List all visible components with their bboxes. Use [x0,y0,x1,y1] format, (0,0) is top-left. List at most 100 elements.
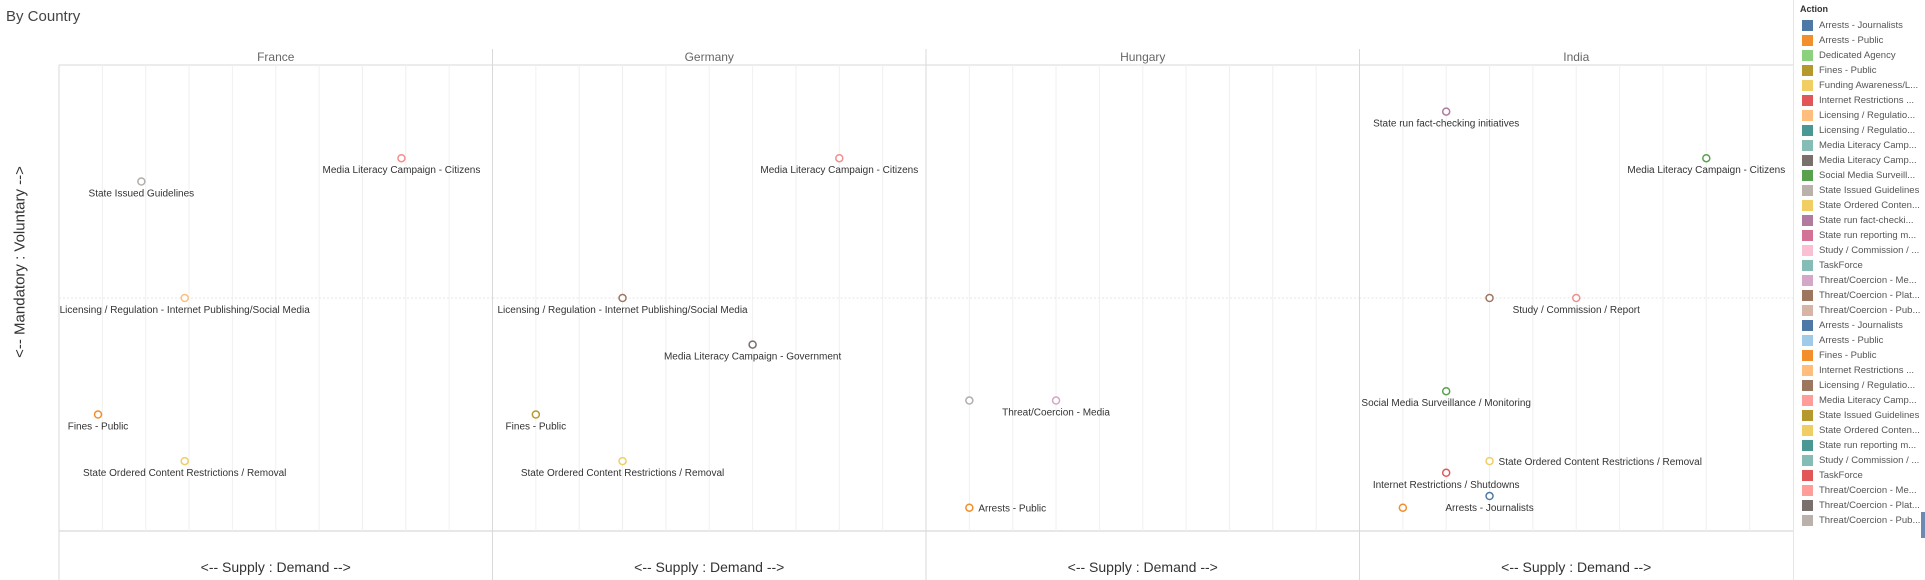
legend-label: Internet Restrictions ... [1819,95,1915,106]
data-point[interactable] [1702,153,1711,163]
panel-header-france: France [257,50,295,64]
legend-item[interactable]: Licensing / Regulatio... [1802,123,1924,138]
panel-header-germany: Germany [685,50,734,64]
data-label: Threat/Coercion - Media [1002,408,1110,419]
legend-item[interactable]: Threat/Coercion - Pub... [1802,513,1924,528]
chart-plot-area: France <-- Supply : Demand --> Media Liter… [58,49,1793,580]
data-point[interactable] [180,293,189,303]
legend-label: State run reporting m... [1819,440,1917,451]
legend-label: State Issued Guidelines [1819,410,1920,421]
legend-swatch [1802,290,1813,301]
data-point[interactable] [618,456,627,466]
legend-item[interactable]: State run reporting m... [1802,228,1924,243]
data-label: Media Literacy Campaign - Government [664,352,842,363]
data-point[interactable] [1398,503,1408,512]
data-point[interactable] [1441,107,1451,116]
data-point[interactable] [137,177,146,186]
legend-list: Arrests - Journalists Arrests - Public Ded… [1802,18,1924,528]
legend-label: Threat/Coercion - Me... [1819,485,1917,496]
data-point[interactable] [1441,386,1451,396]
legend-swatch [1802,275,1813,286]
legend-swatch [1802,80,1813,91]
legend-item[interactable]: TaskForce [1802,258,1924,273]
legend-item[interactable]: Threat/Coercion - Plat... [1802,288,1924,303]
legend-label: Arrests - Journalists [1819,20,1903,31]
legend-item[interactable]: Funding Awareness/L... [1802,78,1924,93]
data-point[interactable] [835,153,844,163]
data-point[interactable] [1485,491,1494,501]
legend-item[interactable]: State run fact-checki... [1802,213,1924,228]
legend-item[interactable]: State Issued Guidelines [1802,183,1924,198]
legend-item[interactable]: State run reporting m... [1802,438,1924,453]
legend-label: Arrests - Public [1819,335,1884,346]
data-label: State Ordered Content Restrictions / Rem… [521,468,724,479]
legend-swatch [1802,50,1813,61]
legend-item[interactable]: Arrests - Journalists [1802,318,1924,333]
legend-item[interactable]: Media Literacy Camp... [1802,393,1924,408]
data-point[interactable] [965,503,974,512]
data-point[interactable] [1485,456,1494,466]
legend-item[interactable]: Internet Restrictions ... [1802,363,1924,378]
legend-item[interactable]: State Ordered Conten... [1802,198,1924,213]
legend-swatch [1802,35,1813,46]
legend-item[interactable]: Fines - Public [1802,348,1924,363]
legend-swatch [1802,185,1813,196]
data-label: Arrests - Public [978,504,1046,515]
legend-item[interactable]: Internet Restrictions ... [1802,93,1924,108]
legend-swatch [1802,515,1813,526]
legend-item[interactable]: Threat/Coercion - Pub... [1802,303,1924,318]
legend-item[interactable]: Licensing / Regulatio... [1802,108,1924,123]
legend-label: Media Literacy Camp... [1819,395,1917,406]
data-point[interactable] [93,410,103,419]
data-point[interactable] [1485,293,1494,303]
legend-item[interactable]: Social Media Surveill... [1802,168,1924,183]
data-point[interactable] [748,340,757,349]
legend-swatch [1802,260,1813,271]
legend-item[interactable]: Study / Commission / ... [1802,243,1924,258]
legend-item[interactable]: Dedicated Agency [1802,48,1924,63]
data-point[interactable] [1051,396,1061,405]
data-point[interactable] [397,153,406,163]
legend-label: TaskForce [1819,260,1863,271]
data-label: State run fact-checking initiatives [1373,119,1519,130]
data-label: Fines - Public [68,422,129,433]
data-point[interactable] [1572,293,1581,303]
data-label: Media Literacy Campaign - Citizens [760,165,918,176]
data-label: Internet Restrictions / Shutdowns [1373,480,1520,491]
legend-swatch [1802,230,1813,241]
legend-label: Arrests - Journalists [1819,320,1903,331]
legend-item[interactable]: Arrests - Journalists [1802,18,1924,33]
data-label: Licensing / Regulation - Internet Publis… [60,305,311,316]
data-point[interactable] [618,293,627,303]
x-axis-label: <-- Supply : Demand --> [201,559,351,575]
legend-item[interactable]: Arrests - Public [1802,33,1924,48]
legend-label: Media Literacy Camp... [1819,155,1917,166]
legend-item[interactable]: Threat/Coercion - Me... [1802,483,1924,498]
legend-swatch [1802,200,1813,211]
legend-item[interactable]: Threat/Coercion - Me... [1802,273,1924,288]
data-point[interactable] [1441,468,1451,477]
legend-item[interactable]: State Ordered Conten... [1802,423,1924,438]
legend-swatch [1802,485,1813,496]
legend-label: Media Literacy Camp... [1819,140,1917,151]
legend-item[interactable]: Media Literacy Camp... [1802,153,1924,168]
legend-item[interactable]: Fines - Public [1802,63,1924,78]
data-point[interactable] [531,410,541,419]
legend-label: State Ordered Conten... [1819,425,1920,436]
legend[interactable]: Action Arrests - Journalists Arrests - Pu… [1793,0,1925,580]
x-axis-label: <-- Supply : Demand --> [634,559,784,575]
legend-label: Internet Restrictions ... [1819,365,1915,376]
legend-item[interactable]: Licensing / Regulatio... [1802,378,1924,393]
legend-item[interactable]: Threat/Coercion - Plat... [1802,498,1924,513]
legend-swatch [1802,455,1813,466]
data-point[interactable] [180,456,189,466]
legend-item[interactable]: TaskForce [1802,468,1924,483]
legend-label: Threat/Coercion - Pub... [1819,305,1921,316]
legend-item[interactable]: State Issued Guidelines [1802,408,1924,423]
data-point[interactable] [965,396,974,405]
legend-scrollbar[interactable] [1921,512,1925,538]
legend-item[interactable]: Media Literacy Camp... [1802,138,1924,153]
data-label: State Ordered Content Restrictions / Rem… [1499,457,1702,468]
legend-item[interactable]: Arrests - Public [1802,333,1924,348]
legend-item[interactable]: Study / Commission / ... [1802,453,1924,468]
